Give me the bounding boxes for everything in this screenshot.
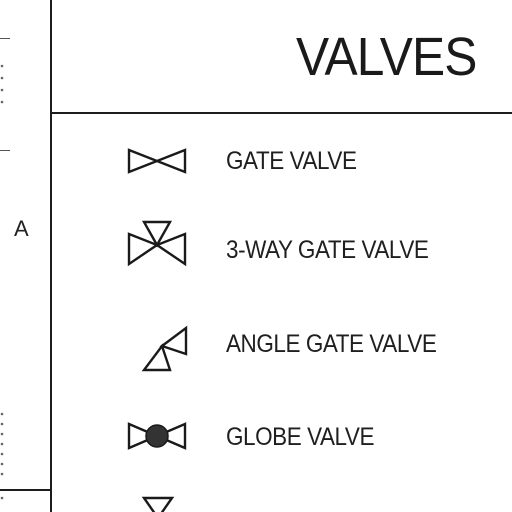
angle-gate-valve-icon (141, 325, 188, 372)
zone-label: A (14, 216, 29, 241)
legend-row: GATE VALVE (0, 136, 512, 186)
legend-label: ANGLE GATE VALVE (226, 330, 437, 358)
legend-row: 3-WAY GATE VALVE (0, 220, 512, 272)
legend-label: 3-WAY GATE VALVE (226, 236, 429, 264)
three-way-gate-valve-icon (127, 220, 187, 267)
gate-valve-icon (127, 148, 187, 174)
edge-marks (0, 412, 4, 500)
legend-label: GATE VALVE (226, 147, 357, 175)
partial-valve-icon (141, 496, 175, 512)
border-tick (0, 38, 10, 39)
border-vertical-line (50, 0, 52, 512)
legend-row: ANGLE GATE VALVE (0, 322, 512, 372)
border-bottom-line (0, 489, 50, 491)
border-tick (0, 150, 10, 151)
edge-marks (0, 64, 4, 104)
legend-label: GLOBE VALVE (226, 423, 375, 451)
page-title: VALVES (296, 27, 477, 87)
globe-valve-icon (127, 422, 187, 450)
title-divider-line (52, 112, 512, 114)
legend-row: GLOBE VALVE (0, 412, 512, 462)
